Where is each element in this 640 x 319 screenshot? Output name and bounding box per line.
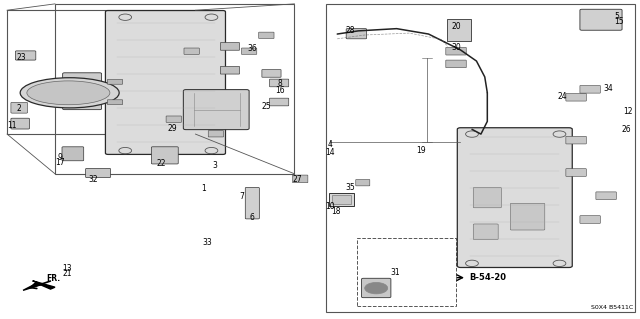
Text: 4: 4 [328,140,333,149]
Text: S0X4 B5411C: S0X4 B5411C [591,305,633,310]
Text: 18: 18 [332,207,340,216]
Text: 26: 26 [621,124,631,134]
Bar [55,4,294,174]
Text: 30: 30 [452,43,461,52]
FancyBboxPatch shape [166,116,181,122]
FancyBboxPatch shape [292,175,308,183]
FancyBboxPatch shape [63,73,102,110]
FancyBboxPatch shape [108,100,123,105]
Text: 32: 32 [88,175,98,184]
FancyBboxPatch shape [11,118,29,129]
FancyBboxPatch shape [220,43,239,50]
Text: 10: 10 [325,202,335,211]
FancyBboxPatch shape [580,216,600,223]
Text: 7: 7 [239,191,244,201]
Polygon shape [23,281,55,290]
FancyBboxPatch shape [241,48,257,54]
FancyBboxPatch shape [220,92,239,100]
Text: 24: 24 [558,92,568,101]
FancyBboxPatch shape [269,98,289,106]
FancyBboxPatch shape [447,19,470,41]
Text: 15: 15 [614,17,624,26]
FancyBboxPatch shape [580,9,622,30]
Text: 1: 1 [202,184,206,193]
FancyBboxPatch shape [86,168,111,178]
FancyBboxPatch shape [208,130,223,137]
FancyBboxPatch shape [346,29,367,39]
FancyBboxPatch shape [473,224,498,240]
FancyBboxPatch shape [220,114,239,122]
Text: 25: 25 [262,102,271,111]
FancyBboxPatch shape [580,85,600,93]
Circle shape [68,84,96,98]
FancyBboxPatch shape [184,48,199,54]
Text: 33: 33 [203,238,212,247]
Text: 29: 29 [167,124,177,133]
Ellipse shape [27,81,110,105]
FancyBboxPatch shape [11,102,28,113]
FancyBboxPatch shape [329,193,355,206]
Text: 35: 35 [345,183,355,192]
Text: 28: 28 [346,26,355,35]
FancyBboxPatch shape [245,188,259,219]
Text: 20: 20 [452,22,461,31]
FancyBboxPatch shape [510,203,545,230]
Bar [326,4,635,312]
Ellipse shape [20,78,119,108]
FancyBboxPatch shape [446,60,467,68]
Text: FR.: FR. [47,274,61,283]
FancyBboxPatch shape [566,93,586,101]
Text: 11: 11 [8,121,17,130]
FancyBboxPatch shape [62,147,84,161]
Text: 31: 31 [390,268,400,277]
Text: 21: 21 [62,269,72,278]
Text: 5: 5 [614,12,620,21]
FancyBboxPatch shape [106,11,225,154]
Text: 17: 17 [55,158,65,167]
Circle shape [365,282,388,294]
Text: 16: 16 [275,86,285,95]
Text: 36: 36 [248,44,257,54]
Text: B-54-20: B-54-20 [468,273,506,282]
FancyBboxPatch shape [259,32,274,39]
FancyBboxPatch shape [269,79,289,87]
Text: 14: 14 [325,148,335,157]
FancyBboxPatch shape [356,180,370,186]
Text: 6: 6 [249,213,254,222]
FancyBboxPatch shape [152,147,178,164]
FancyBboxPatch shape [596,192,616,199]
FancyBboxPatch shape [446,48,467,55]
Text: 2: 2 [16,104,21,113]
FancyBboxPatch shape [458,128,572,268]
Text: 12: 12 [623,107,632,116]
Text: 22: 22 [157,159,166,168]
Text: 23: 23 [17,53,27,62]
FancyBboxPatch shape [566,169,586,176]
Text: 3: 3 [212,161,217,170]
Text: 34: 34 [604,85,614,93]
Text: 13: 13 [62,263,72,273]
FancyBboxPatch shape [473,188,501,208]
FancyBboxPatch shape [362,278,391,298]
Bar [7,10,195,134]
FancyBboxPatch shape [220,66,239,74]
Bar [357,238,456,306]
FancyBboxPatch shape [108,79,123,84]
FancyBboxPatch shape [566,136,586,144]
FancyBboxPatch shape [15,51,36,60]
Text: 9: 9 [58,153,63,162]
FancyBboxPatch shape [262,70,281,77]
Text: 19: 19 [416,146,426,155]
FancyBboxPatch shape [183,90,249,130]
Text: 27: 27 [293,175,303,184]
FancyBboxPatch shape [332,195,351,204]
Text: 8: 8 [277,79,282,88]
